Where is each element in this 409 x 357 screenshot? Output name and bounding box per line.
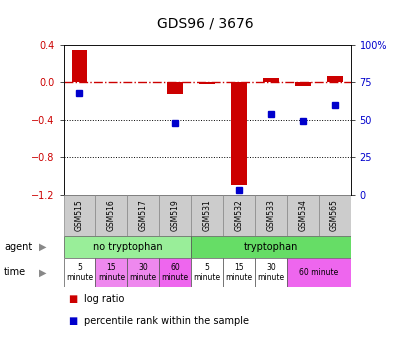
Text: ▶: ▶ xyxy=(39,267,47,277)
Bar xyxy=(95,195,127,236)
Bar xyxy=(71,50,87,82)
Text: GSM565: GSM565 xyxy=(329,199,338,231)
Bar xyxy=(254,195,286,236)
Text: no tryptophan: no tryptophan xyxy=(92,242,162,252)
Bar xyxy=(262,79,278,82)
Text: GSM517: GSM517 xyxy=(138,199,147,231)
Bar xyxy=(95,258,127,287)
Bar xyxy=(63,195,95,236)
Text: GSM532: GSM532 xyxy=(234,199,243,231)
Bar xyxy=(159,258,191,287)
Text: ■: ■ xyxy=(67,316,77,326)
Text: tryptophan: tryptophan xyxy=(243,242,297,252)
Text: percentile rank within the sample: percentile rank within the sample xyxy=(84,316,248,326)
Text: 5
minute: 5 minute xyxy=(66,263,93,282)
Bar xyxy=(230,82,246,185)
Bar xyxy=(326,76,342,82)
Bar xyxy=(318,195,350,236)
Text: agent: agent xyxy=(4,242,32,252)
Bar xyxy=(127,258,159,287)
Text: GSM531: GSM531 xyxy=(202,199,211,231)
Text: log ratio: log ratio xyxy=(84,294,124,304)
Bar xyxy=(63,236,191,258)
Text: GSM519: GSM519 xyxy=(170,199,179,231)
Text: 60 minute: 60 minute xyxy=(298,268,337,277)
Text: GSM534: GSM534 xyxy=(297,199,306,231)
Bar xyxy=(222,195,254,236)
Bar xyxy=(127,195,159,236)
Text: 30
minute: 30 minute xyxy=(256,263,284,282)
Bar xyxy=(191,236,350,258)
Bar xyxy=(222,258,254,287)
Bar xyxy=(191,258,222,287)
Bar xyxy=(159,195,191,236)
Bar xyxy=(286,195,318,236)
Text: 60
minute: 60 minute xyxy=(161,263,188,282)
Bar xyxy=(191,195,222,236)
Text: 15
minute: 15 minute xyxy=(225,263,252,282)
Bar xyxy=(294,82,310,86)
Bar xyxy=(167,82,183,94)
Text: ▶: ▶ xyxy=(39,242,47,252)
Text: ■: ■ xyxy=(67,294,77,304)
Text: 5
minute: 5 minute xyxy=(193,263,220,282)
Bar xyxy=(199,82,214,84)
Text: time: time xyxy=(4,267,26,277)
Bar xyxy=(63,258,95,287)
Text: 30
minute: 30 minute xyxy=(129,263,157,282)
Text: 15
minute: 15 minute xyxy=(98,263,125,282)
Text: GSM533: GSM533 xyxy=(266,199,275,231)
Bar xyxy=(254,258,286,287)
Text: GSM515: GSM515 xyxy=(75,199,84,231)
Text: GSM516: GSM516 xyxy=(107,199,116,231)
Bar xyxy=(286,258,350,287)
Text: GDS96 / 3676: GDS96 / 3676 xyxy=(156,16,253,30)
